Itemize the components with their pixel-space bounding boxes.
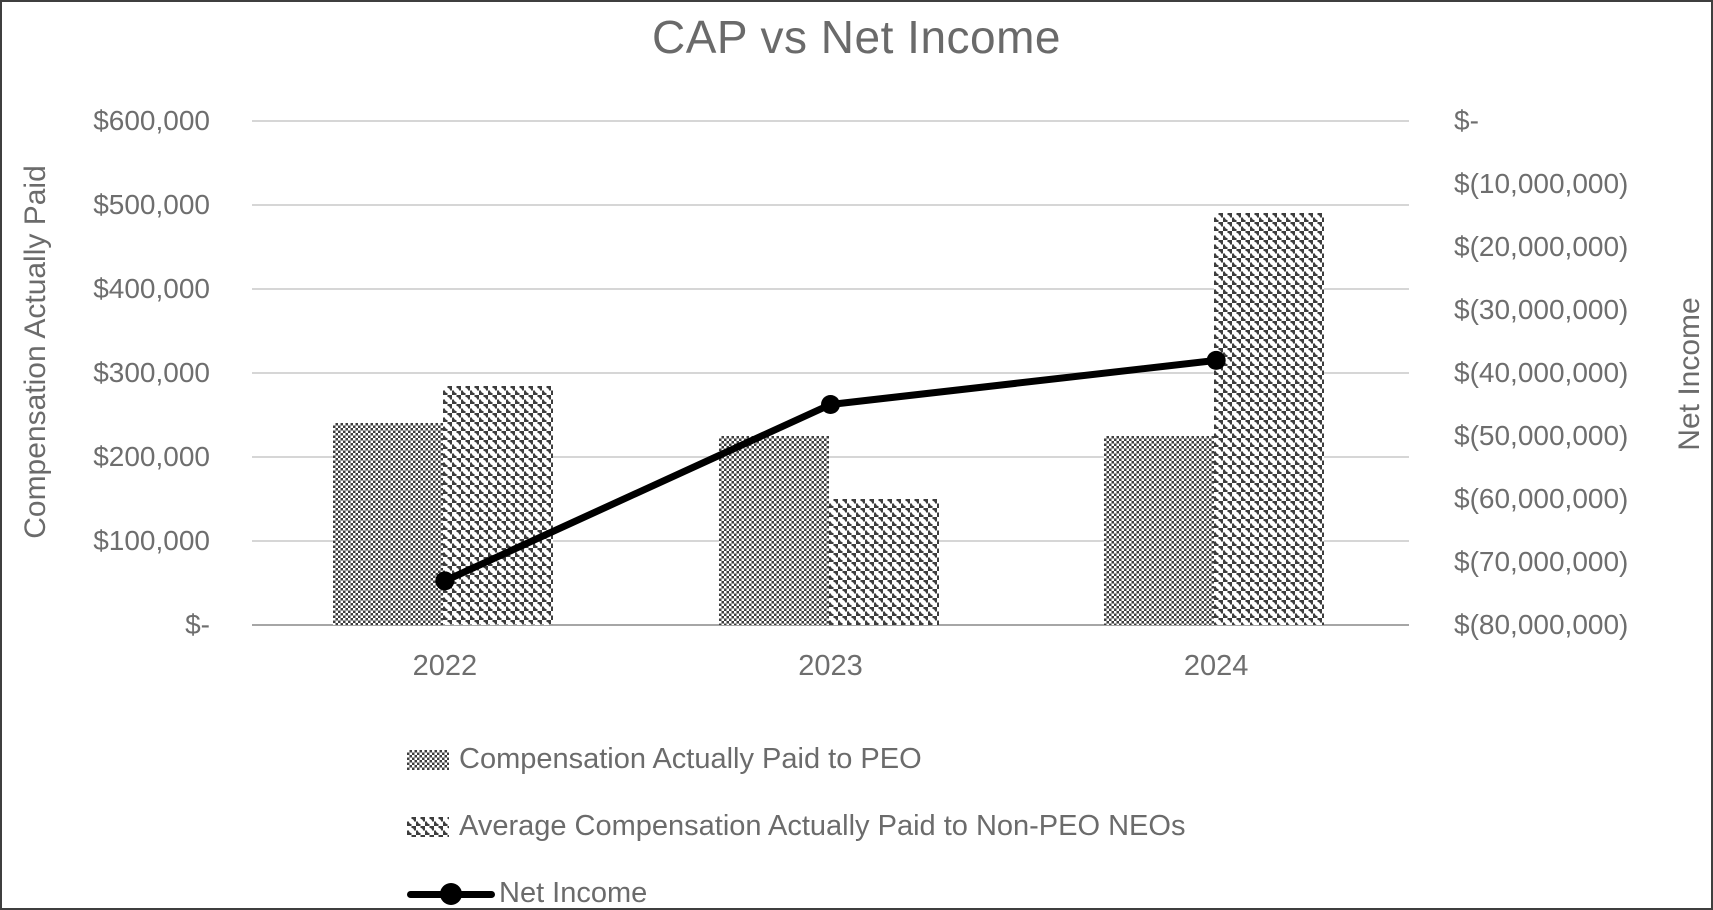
x-axis-label: 2022 — [412, 650, 478, 682]
right-axis-title: Net Income — [1673, 297, 1706, 451]
bar-peo-2024 — [1104, 436, 1215, 625]
gridline — [252, 456, 1409, 458]
right-axis-tick: $(80,000,000) — [1454, 609, 1629, 640]
right-axis-tick: $(10,000,000) — [1454, 168, 1629, 199]
left-axis-tick: $600,000 — [93, 105, 210, 136]
left-axis-tick: $200,000 — [93, 441, 210, 472]
bar-peo-2023 — [718, 436, 829, 625]
legend-label-peo: Compensation Actually Paid to PEO — [459, 743, 922, 775]
net-income-line — [441, 356, 1220, 585]
right-axis-tick: $- — [1454, 105, 1479, 136]
peo-pattern-swatch-icon — [407, 749, 449, 770]
left-axis-tick: $100,000 — [93, 525, 210, 556]
right-axis-tick: $(60,000,000) — [1454, 483, 1629, 514]
legend-item-net-income: Net Income — [407, 860, 1185, 909]
legend-label-non-peo: Average Compensation Actually Paid to No… — [459, 810, 1186, 842]
right-axis-tick: $(30,000,000) — [1454, 294, 1629, 325]
legend-item-non-peo: Average Compensation Actually Paid to No… — [407, 793, 1185, 860]
gridline — [252, 372, 1409, 374]
bar-non-peo-2023 — [828, 499, 939, 625]
x-axis-line — [252, 624, 1409, 626]
right-axis-tick: $(40,000,000) — [1454, 357, 1629, 388]
legend: Compensation Actually Paid to PEO Averag… — [407, 726, 1185, 909]
left-axis-tick: $500,000 — [93, 189, 210, 220]
plot-area — [252, 120, 1409, 626]
line-marker-swatch-icon — [407, 882, 495, 905]
right-axis-tick: $(70,000,000) — [1454, 546, 1629, 577]
gridline — [252, 288, 1409, 290]
x-axis-label: 2023 — [798, 650, 863, 682]
left-axis-tick: $- — [185, 609, 210, 640]
right-axis-tick: $(50,000,000) — [1454, 420, 1629, 451]
legend-label-net-income: Net Income — [499, 877, 648, 909]
bar-non-peo-2022 — [442, 385, 553, 625]
right-axis-tick: $(20,000,000) — [1454, 231, 1629, 262]
left-axis-tick: $300,000 — [93, 357, 210, 388]
legend-item-peo: Compensation Actually Paid to PEO — [407, 726, 1185, 793]
x-axis-label: 2024 — [1183, 650, 1249, 682]
net-income-marker-2023 — [821, 395, 840, 414]
left-axis-tick: $400,000 — [93, 273, 210, 304]
chart-title: CAP vs Net Income — [651, 11, 1062, 63]
bar-non-peo-2024 — [1214, 213, 1325, 625]
non-peo-pattern-swatch-icon — [407, 816, 449, 837]
gridline — [252, 120, 1409, 122]
net-income-marker-2024 — [1206, 350, 1226, 370]
net-income-marker-2022 — [435, 571, 455, 591]
gridline — [252, 204, 1409, 206]
net-income-line-series — [435, 350, 1226, 591]
bar-peo-2022 — [332, 423, 443, 625]
left-axis-title: Compensation Actually Paid — [19, 165, 52, 539]
